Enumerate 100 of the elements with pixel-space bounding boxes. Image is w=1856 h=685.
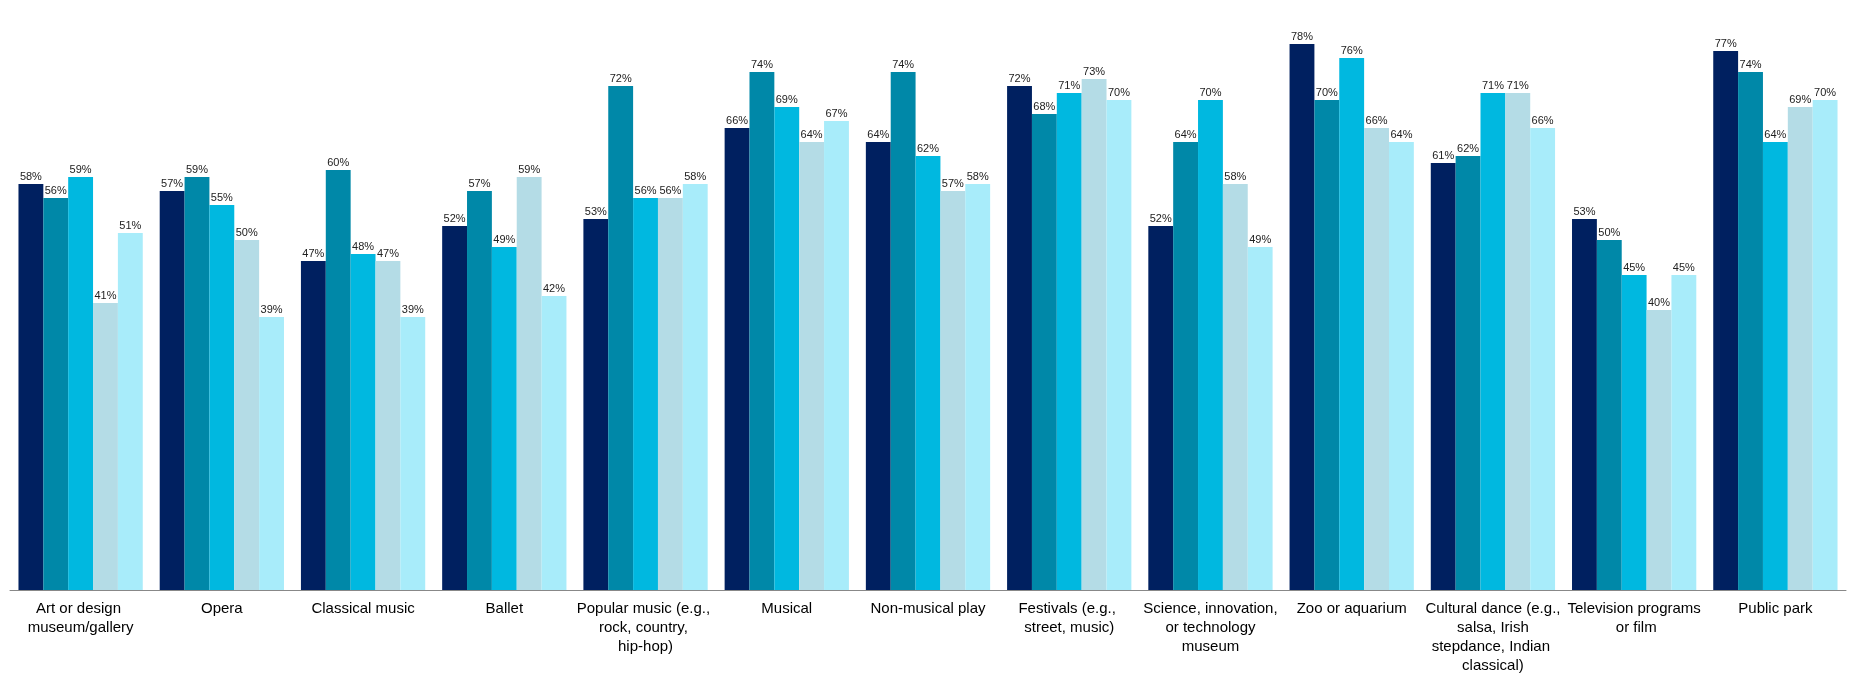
- bar: [68, 177, 94, 590]
- bar: [516, 177, 542, 590]
- bar: [541, 296, 567, 590]
- bar: [259, 317, 284, 590]
- bar: [1646, 310, 1672, 590]
- x-tick-label: Public park: [1738, 599, 1813, 616]
- x-tick-label: Art or design museum/gallery: [27, 599, 135, 635]
- data-label: 72%: [1008, 71, 1031, 84]
- data-label: 48%: [352, 239, 375, 252]
- data-label: 45%: [1623, 260, 1646, 273]
- data-label: 77%: [1714, 36, 1737, 49]
- data-label: 49%: [1249, 232, 1272, 245]
- data-label: 55%: [210, 190, 234, 203]
- data-label: 57%: [161, 176, 184, 189]
- bar: [1671, 275, 1697, 590]
- data-label: 70%: [1107, 85, 1131, 98]
- bar: [1056, 93, 1082, 590]
- bar: [1247, 247, 1273, 590]
- data-label: 62%: [916, 141, 940, 154]
- bar: [724, 128, 750, 590]
- bar: [491, 247, 517, 590]
- x-tick-label: Ballet: [485, 599, 524, 616]
- x-tick-label: Television programs or film: [1567, 599, 1701, 635]
- bar: [1222, 184, 1248, 590]
- data-label: 66%: [1365, 113, 1388, 126]
- data-label: 62%: [1457, 141, 1480, 154]
- data-label: 64%: [1390, 127, 1413, 140]
- data-label: 39%: [260, 302, 283, 315]
- x-tick-label: Cultural dance (e.g., salsa, Irish stepdance, Indian classical): [1425, 599, 1561, 673]
- bar: [1621, 275, 1647, 590]
- bar: [940, 191, 966, 590]
- data-label: 70%: [1814, 85, 1837, 98]
- bar: [184, 177, 210, 590]
- data-label: 76%: [1340, 43, 1363, 56]
- data-label: 78%: [1290, 29, 1314, 42]
- bar: [824, 121, 849, 590]
- bar: [1430, 163, 1456, 590]
- data-label: 71%: [1506, 78, 1529, 91]
- data-label: 69%: [1789, 92, 1812, 105]
- x-tick-label: Musical: [761, 599, 813, 616]
- data-label: 56%: [659, 183, 682, 196]
- x-tick-label: Science, innovation, or technology museum: [1143, 599, 1278, 654]
- data-label: 42%: [543, 281, 566, 294]
- data-label: 40%: [1647, 295, 1671, 308]
- bar: [93, 303, 118, 590]
- x-tick-label: Classical music: [311, 599, 416, 616]
- data-label: 67%: [825, 106, 848, 119]
- data-label: 57%: [468, 176, 491, 189]
- bar: [1812, 100, 1838, 590]
- data-label: 52%: [1149, 211, 1172, 224]
- data-label: 71%: [1481, 78, 1505, 91]
- bar: [1787, 107, 1813, 590]
- bar: [583, 219, 609, 590]
- data-label: 66%: [726, 113, 749, 126]
- bar: [1289, 44, 1315, 590]
- data-label: 50%: [235, 225, 258, 238]
- bar: [467, 191, 492, 590]
- bar: [749, 72, 775, 590]
- bar: [1106, 100, 1132, 590]
- data-label: 69%: [775, 92, 798, 105]
- bar: [1738, 72, 1763, 590]
- bar: [1505, 93, 1531, 590]
- data-label: 51%: [119, 218, 142, 231]
- bar: [1081, 79, 1107, 590]
- data-label: 41%: [94, 288, 117, 301]
- data-label: 59%: [518, 162, 541, 175]
- bar: [1148, 226, 1174, 590]
- bar: [442, 226, 468, 590]
- x-tick-label: Non-musical play: [870, 599, 987, 616]
- data-label: 74%: [750, 57, 774, 70]
- bar: [1198, 100, 1223, 590]
- bar: [1480, 93, 1506, 590]
- data-label: 59%: [185, 162, 209, 175]
- bar: [325, 170, 351, 590]
- bar: [1007, 86, 1032, 590]
- bar: [1031, 114, 1057, 590]
- bar: [18, 184, 44, 590]
- bar: [1596, 240, 1622, 590]
- x-tick-label: Opera: [200, 599, 244, 616]
- bar: [159, 191, 185, 590]
- bar: [1713, 51, 1739, 590]
- data-label: 64%: [867, 127, 890, 140]
- data-label: 47%: [376, 246, 400, 259]
- bar: [657, 198, 683, 590]
- bar: [1339, 58, 1365, 590]
- data-label: 73%: [1083, 64, 1106, 77]
- data-label: 58%: [1224, 169, 1247, 182]
- bar: [350, 254, 376, 590]
- bar: [234, 240, 260, 590]
- bar: [1762, 142, 1788, 590]
- bar: [890, 72, 916, 590]
- data-label: 71%: [1058, 78, 1081, 91]
- data-label: 49%: [493, 232, 516, 245]
- bar: [117, 233, 143, 590]
- bar: [300, 261, 326, 590]
- data-label: 58%: [966, 169, 989, 182]
- x-tick-label: Popular music (e.g., rock, country, hip-hop): [576, 599, 715, 654]
- bar: [1173, 142, 1199, 590]
- data-label: 64%: [1174, 127, 1197, 140]
- bar: [799, 142, 825, 590]
